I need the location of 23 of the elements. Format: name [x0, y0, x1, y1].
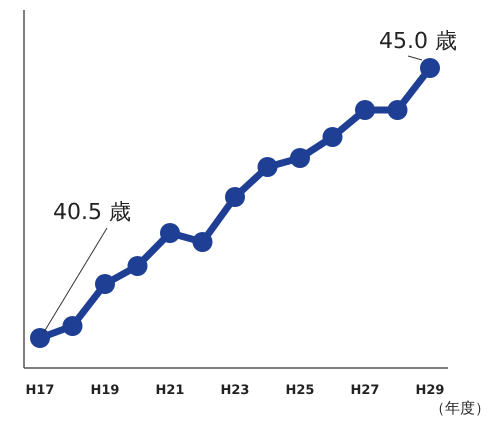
point: [62, 316, 82, 336]
point: [322, 127, 342, 147]
point: [388, 100, 408, 120]
point: [420, 58, 440, 78]
annotation: 40.5 歳: [53, 200, 131, 225]
x-tick-label: H25: [286, 383, 314, 398]
point: [192, 232, 212, 252]
point: [160, 223, 180, 243]
point: [355, 100, 375, 120]
x-tick-label: H29: [416, 383, 444, 398]
point: [290, 148, 310, 168]
x-axis-title: （年度）: [430, 399, 490, 417]
point: [95, 274, 115, 294]
point: [128, 256, 148, 276]
point: [30, 328, 50, 348]
annotation: 45.0 歳: [379, 29, 457, 54]
point: [258, 157, 278, 177]
x-tick-label: H27: [350, 383, 380, 398]
x-tick-label: H23: [220, 383, 250, 398]
x-tick-label: H19: [90, 383, 120, 398]
x-tick-label: H17: [26, 383, 54, 398]
point: [225, 187, 245, 207]
x-tick-label: H21: [156, 383, 184, 398]
